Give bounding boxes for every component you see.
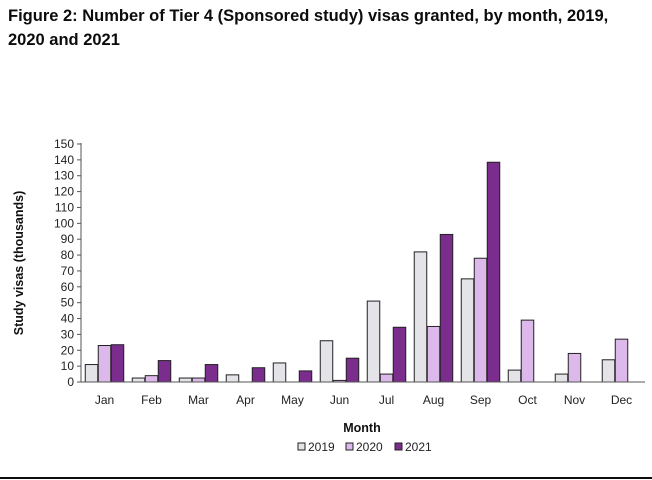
- bar-2020-sep: [473, 257, 488, 383]
- bar-2019-mar: [178, 377, 193, 383]
- bar-2019-dec: [601, 359, 616, 383]
- bar-2019-aug: [413, 251, 428, 383]
- bar-2021-jul: [392, 326, 407, 383]
- figure-title: Figure 2: Number of Tier 4 (Sponsored st…: [8, 7, 609, 49]
- y-tick-label: 10: [61, 359, 75, 373]
- bar-2021-feb: [157, 360, 172, 383]
- bar-2019-may: [272, 362, 287, 383]
- x-tick-label: Aug: [423, 393, 444, 407]
- y-tick-label: 30: [61, 327, 75, 341]
- bar-2019-oct: [507, 369, 522, 383]
- y-tick-label: 40: [61, 312, 75, 326]
- bar-2020-aug: [426, 325, 441, 383]
- bar-2020-mar: [191, 377, 206, 383]
- bar-2020-oct: [520, 319, 535, 383]
- y-tick-label: 120: [54, 185, 74, 199]
- bar-2019-jan: [84, 364, 99, 383]
- bar-2020-jul: [379, 373, 394, 383]
- bar-2019-nov: [554, 373, 569, 383]
- bar-2020-feb: [144, 375, 159, 383]
- x-tick-label: Jan: [95, 393, 114, 407]
- bar-2021-jan: [110, 344, 125, 383]
- bar-2021-sep: [486, 161, 501, 383]
- legend-swatch-2019: [297, 442, 306, 451]
- x-tick-label: Nov: [564, 393, 585, 407]
- y-tick-label: 130: [54, 169, 74, 183]
- y-tick-label: 110: [55, 200, 74, 214]
- y-tick-label: 140: [54, 153, 74, 167]
- bars: [84, 161, 629, 383]
- x-axis-title: Month: [343, 421, 380, 435]
- bar-2019-jun: [319, 340, 334, 383]
- x-tick-label: Oct: [518, 393, 537, 407]
- legend-label-2020: 2020: [356, 440, 383, 454]
- x-tick-label: Jun: [330, 393, 349, 407]
- legend-swatch-2020: [345, 442, 354, 451]
- legend: 2019 2020 2021: [297, 440, 432, 454]
- y-tick-label: 70: [61, 264, 75, 278]
- bar-2019-jul: [366, 300, 381, 383]
- bottom-divider: [0, 477, 652, 479]
- legend-label-2019: 2019: [308, 440, 335, 454]
- x-tick-label: Feb: [141, 393, 162, 407]
- y-tick-label: 80: [61, 248, 75, 262]
- bar-2021-mar: [204, 364, 219, 383]
- y-tick-label: 0: [67, 375, 74, 389]
- y-tick-label: 150: [54, 137, 74, 151]
- bar-2021-may: [298, 370, 313, 383]
- legend-label-2021: 2021: [405, 440, 432, 454]
- bar-2019-sep: [460, 278, 475, 383]
- y-tick-label: 20: [61, 343, 75, 357]
- x-tick-label: Mar: [188, 393, 209, 407]
- bar-2020-jan: [97, 345, 112, 383]
- bar-2021-jun: [345, 357, 360, 383]
- x-axis-ticks: Jan Feb Mar Apr May Jun Jul Aug Sep Oct Nov Dec: [95, 393, 632, 407]
- bar-2021-apr: [251, 367, 266, 383]
- y-tick-label: 100: [54, 216, 74, 230]
- y-axis-title: Study visas (thousands): [12, 191, 26, 335]
- bar-2020-nov: [567, 352, 582, 383]
- legend-swatch-2021: [394, 442, 403, 451]
- x-tick-label: Jul: [379, 393, 394, 407]
- bar-2019-feb: [131, 377, 146, 383]
- x-tick-label: Dec: [611, 393, 632, 407]
- x-tick-label: Apr: [236, 393, 255, 407]
- y-tick-label: 60: [61, 280, 75, 294]
- y-tick-label: 50: [61, 296, 75, 310]
- y-tick-label: 90: [61, 232, 75, 246]
- bar-2020-dec: [614, 338, 629, 383]
- bar-2019-apr: [225, 374, 240, 383]
- axes: [80, 143, 645, 383]
- x-tick-label: May: [281, 393, 304, 407]
- x-tick-label: Sep: [470, 393, 492, 407]
- bar-2021-aug: [439, 233, 454, 383]
